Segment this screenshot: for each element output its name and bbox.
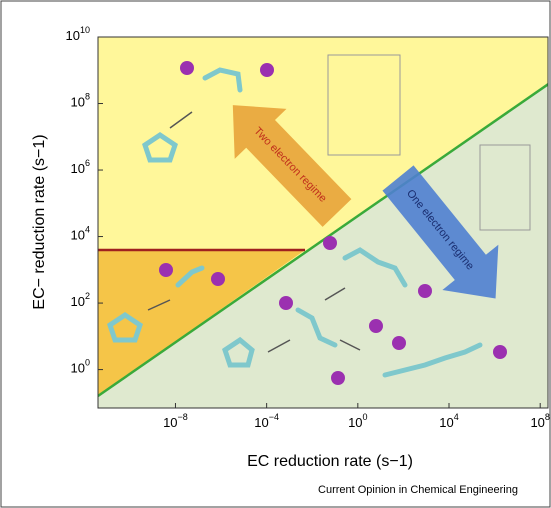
y-axis-title: EC− reduction rate (s−1): [31, 134, 48, 309]
x-tick-label: 100: [348, 412, 367, 430]
y-tick-label: 1010: [66, 25, 90, 43]
reaction-arrows: [147, 111, 361, 353]
two-electron-arrow: [232, 105, 352, 227]
y-tick-label: 100: [71, 358, 90, 376]
boundary-line: [98, 82, 548, 398]
credit: Current Opinion in Chemical Engineering: [318, 484, 518, 496]
x-tick-label: 10−8: [163, 412, 188, 430]
cell-box: [479, 144, 531, 231]
plot-area: Two electron regime One electron regime: [98, 37, 548, 408]
cell-box: [327, 54, 401, 156]
x-axis-title: EC reduction rate (s−1): [247, 453, 413, 470]
x-tick-label: 10−4: [254, 412, 279, 430]
one-electron-region: [98, 84, 548, 408]
y-tick-label: 104: [71, 225, 90, 243]
x-tick-label: 108: [530, 412, 549, 430]
y-tick-label: 108: [71, 92, 90, 110]
molecules: [107, 67, 483, 378]
lithium-ions: [159, 61, 507, 385]
one-electron-arrow: [382, 165, 499, 299]
y-tick-label: 102: [71, 291, 90, 309]
x-tick-label: 104: [439, 412, 458, 430]
y-tick-label: 106: [71, 158, 90, 176]
plot-border: [97, 36, 549, 409]
